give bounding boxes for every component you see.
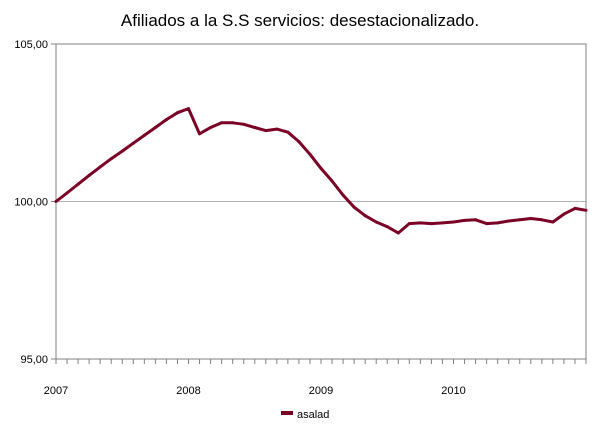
data-point <box>407 222 411 226</box>
data-point <box>153 126 157 129</box>
data-point <box>220 121 224 125</box>
data-point <box>231 121 235 125</box>
data-point <box>474 218 478 222</box>
data-point <box>540 218 544 222</box>
x-tick-label: 2010 <box>441 385 465 397</box>
data-point <box>330 179 334 183</box>
data-point <box>518 218 522 222</box>
data-point <box>319 166 323 170</box>
data-point <box>253 126 257 129</box>
data-point <box>551 220 555 224</box>
data-point <box>463 218 466 222</box>
data-point <box>429 222 433 226</box>
data-point <box>352 205 356 209</box>
data-point <box>242 122 246 126</box>
x-axis: 2007 2008 2009 2010 <box>44 359 587 397</box>
data-point <box>452 220 455 224</box>
x-tick-label: 2008 <box>176 385 200 397</box>
data-point <box>363 214 367 218</box>
data-point <box>396 231 400 235</box>
data-point <box>584 208 588 212</box>
data-point <box>98 165 102 169</box>
data-point <box>441 221 444 225</box>
data-point <box>87 173 91 177</box>
x-tick-label: 2007 <box>44 385 68 397</box>
legend-label-asalad: asalad <box>297 409 329 421</box>
data-point <box>131 141 135 145</box>
data-point <box>418 221 422 225</box>
grid-lines <box>56 43 586 360</box>
data-point <box>54 200 58 203</box>
y-tick-label: 95,00 <box>20 354 48 366</box>
series-line-asalad <box>55 107 587 235</box>
data-point <box>142 133 146 137</box>
y-axis: 95,00 100,00 105,00 <box>14 39 56 366</box>
series-layer <box>54 107 588 235</box>
data-point <box>573 206 577 210</box>
data-point <box>485 222 489 226</box>
y-tick-label: 105,00 <box>14 39 48 51</box>
data-point <box>109 157 113 161</box>
data-point <box>120 149 124 153</box>
data-point <box>507 219 511 223</box>
data-point <box>176 111 179 115</box>
data-point <box>297 140 301 144</box>
legend: asalad <box>281 409 329 421</box>
data-point <box>264 129 268 133</box>
legend-swatch-asalad <box>281 411 293 415</box>
data-point <box>198 132 201 136</box>
data-point <box>496 221 500 225</box>
data-point <box>341 193 345 197</box>
data-point <box>164 118 168 122</box>
x-tick-label: 2009 <box>309 385 333 397</box>
data-point <box>275 127 279 131</box>
data-point <box>286 130 290 134</box>
data-point <box>562 212 566 216</box>
data-point <box>187 107 190 111</box>
data-point <box>308 152 312 156</box>
data-point <box>374 220 378 224</box>
data-point <box>76 182 80 186</box>
data-point <box>385 225 389 229</box>
data-point <box>65 191 69 195</box>
data-point <box>209 126 213 129</box>
y-tick-label: 100,00 <box>14 197 48 209</box>
data-point <box>529 217 533 220</box>
chart-title: Afiliados a la S.S servicios: desestacio… <box>121 11 479 30</box>
